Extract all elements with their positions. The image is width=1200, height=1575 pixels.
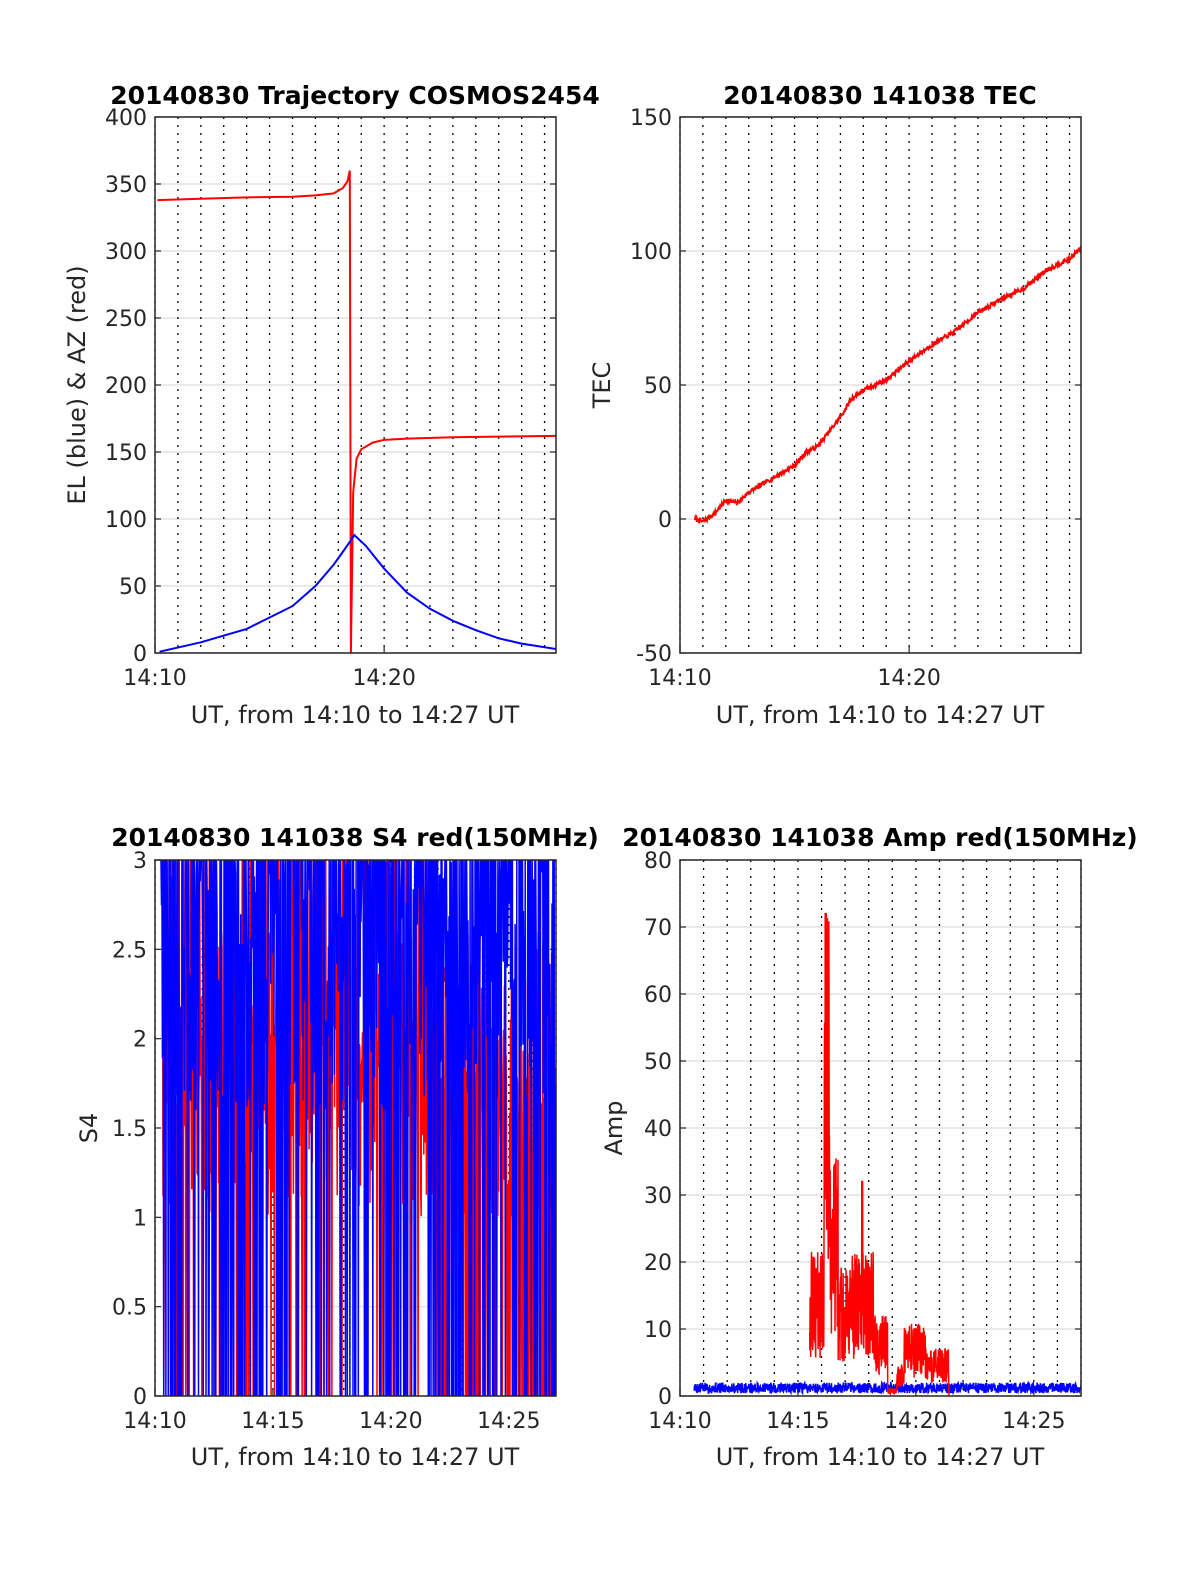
amp-ylabel: Amp — [600, 1100, 628, 1155]
trajectory-ylabel: EL (blue) & AZ (red) — [63, 265, 91, 504]
plot-amp: 0 10 20 30 40 50 60 70 80 14:10 14:15 14:20 14:25 — [644, 849, 1082, 1434]
y-tick-label: 250 — [105, 307, 147, 332]
panel-amp: 20140830 141038 Amp red(150MHz) UT, from… — [600, 823, 1138, 1471]
tec-title: 20140830 141038 TEC — [723, 81, 1036, 110]
y-tick-label: 3 — [133, 849, 147, 874]
y-tick-label: 20 — [644, 1251, 672, 1276]
tec-ylabel: TEC — [588, 362, 616, 410]
series-amp-red — [808, 912, 950, 1396]
y-tick-label: 400 — [105, 106, 147, 131]
y-tick-label: 200 — [105, 374, 147, 399]
y-tick-label: 80 — [644, 849, 672, 874]
y-tick-label: 0.5 — [112, 1296, 147, 1321]
y-tick-label: 50 — [644, 1050, 672, 1075]
x-tick-label: 14:20 — [884, 1409, 947, 1434]
y-tick-label: 350 — [105, 173, 147, 198]
x-tick-label: 14:20 — [352, 666, 415, 691]
panel-s4: 20140830 141038 S4 red(150MHz) UT, from … — [75, 823, 599, 1471]
y-tick-label: 150 — [630, 106, 672, 131]
y-tick-label: 50 — [644, 374, 672, 399]
panel-trajectory: 20140830 Trajectory COSMOS2454 UT, from … — [63, 81, 600, 729]
y-tick-label: 150 — [105, 441, 147, 466]
axes-box — [154, 116, 557, 654]
y-tick-label: 2.5 — [112, 938, 147, 963]
plot-s4: 0 0.5 1 1.5 2 2.5 3 14:10 14:15 14:20 14:25 — [112, 849, 557, 1434]
x-tick-label: 14:10 — [648, 1409, 711, 1434]
tec-xlabel: UT, from 14:10 to 14:27 UT — [716, 701, 1045, 729]
y-tick-label: 0 — [133, 1385, 147, 1410]
y-tick-label: 50 — [119, 575, 147, 600]
axes-box — [679, 859, 1082, 1397]
y-tick-label: 2 — [133, 1028, 147, 1053]
y-tick-label: 60 — [644, 983, 672, 1008]
y-tick-label: 0 — [658, 1385, 672, 1410]
y-tick-label: -50 — [636, 642, 672, 667]
y-tick-label: 100 — [105, 508, 147, 533]
y-tick-label: 1.5 — [112, 1117, 147, 1142]
plot-trajectory: 0 50 100 150 200 250 300 350 400 14:10 14:20 — [105, 106, 557, 691]
trajectory-title: 20140830 Trajectory COSMOS2454 — [110, 81, 600, 110]
axes-box — [154, 859, 557, 1397]
amp-title: 20140830 141038 Amp red(150MHz) — [622, 823, 1138, 852]
axes-box — [679, 116, 1082, 654]
series-group — [693, 245, 1081, 524]
x-tick-label: 14:15 — [241, 1409, 304, 1434]
y-tick-label: 100 — [630, 240, 672, 265]
x-tick-label: 14:15 — [766, 1409, 829, 1434]
trajectory-xlabel: UT, from 14:10 to 14:27 UT — [191, 701, 520, 729]
y-tick-label: 0 — [133, 642, 147, 667]
y-tick-label: 30 — [644, 1184, 672, 1209]
s4-title: 20140830 141038 S4 red(150MHz) — [111, 823, 599, 852]
series-elevation — [159, 533, 556, 653]
plot-tec: -50 0 50 100 150 14:10 14:20 — [630, 106, 1082, 691]
s4-xlabel: UT, from 14:10 to 14:27 UT — [191, 1443, 520, 1471]
x-tick-label: 14:25 — [477, 1409, 540, 1434]
series-azimuth — [157, 170, 556, 653]
x-tick-label: 14:20 — [877, 666, 940, 691]
x-tick-label: 14:10 — [123, 666, 186, 691]
y-tick-label: 10 — [644, 1318, 672, 1343]
series-group — [159, 860, 556, 1396]
x-tick-label: 14:25 — [1002, 1409, 1065, 1434]
y-tick-label: 70 — [644, 916, 672, 941]
series-group — [693, 912, 1081, 1396]
s4-ylabel: S4 — [75, 1113, 103, 1144]
amp-xlabel: UT, from 14:10 to 14:27 UT — [716, 1443, 1045, 1471]
panel-tec: 20140830 141038 TEC UT, from 14:10 to 14… — [588, 81, 1045, 729]
y-tick-label: 40 — [644, 1117, 672, 1142]
series-group — [157, 170, 556, 653]
y-tick-label: 0 — [658, 508, 672, 533]
x-tick-label: 14:10 — [123, 1409, 186, 1434]
y-tick-label: 300 — [105, 240, 147, 265]
x-tick-label: 14:20 — [359, 1409, 422, 1434]
x-tick-label: 14:10 — [648, 666, 711, 691]
series-tec — [693, 245, 1081, 524]
y-tick-label: 1 — [133, 1206, 147, 1231]
